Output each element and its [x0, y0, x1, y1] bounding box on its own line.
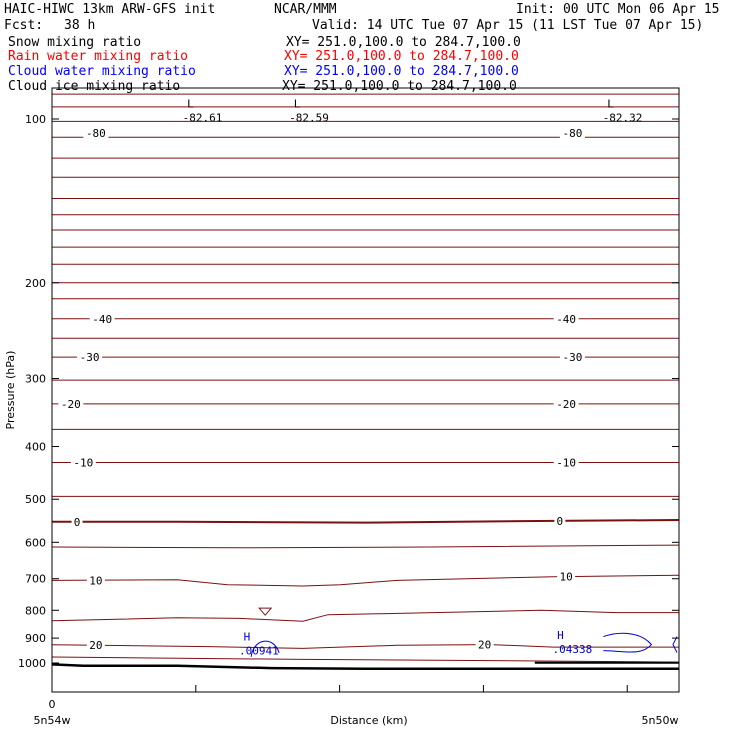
contour-label: -40 [92, 313, 112, 326]
extremum-type: H [557, 629, 564, 642]
contour-label: -10 [556, 457, 576, 470]
contour-label: 10 [560, 571, 573, 584]
field-xy-cloudwater: XY= 251.0,100.0 to 284.7,100.0 [284, 64, 519, 79]
x-left-label: 5n54w [34, 714, 71, 727]
contour-line [51, 544, 680, 549]
cloud-water-contour [250, 640, 280, 657]
cloud-water-contour [672, 636, 678, 653]
contour-label: 20 [89, 639, 102, 652]
contour-label-bg [86, 574, 105, 587]
extremum-type: L [187, 98, 194, 111]
contour-label: -20 [61, 398, 81, 411]
cloud-water-contour [603, 632, 653, 653]
contour-label-bg [70, 456, 96, 469]
contour-label: 10 [89, 574, 102, 587]
contour-label: -80 [562, 127, 582, 140]
extremum-type: H [244, 631, 251, 644]
field-xy-cloudice: XY= 251.0,100.0 to 284.7,100.0 [282, 79, 517, 94]
extremum-type: L [607, 98, 614, 111]
field-xy-rain: XY= 251.0,100.0 to 284.7,100.0 [284, 49, 519, 64]
contour-label-bg [71, 515, 83, 528]
contour-label-bg [553, 456, 579, 469]
contour-label-bg [77, 351, 103, 364]
extremum-value: .04338 [553, 643, 593, 656]
field-name-rain: Rain water mixing ratio [8, 49, 189, 64]
contour-label-bg [83, 126, 109, 139]
extremum-value: -82.32 [603, 112, 643, 125]
contour-label: -10 [73, 457, 93, 470]
contour-label: 20 [478, 639, 491, 652]
contour-label-bg [475, 638, 494, 651]
contour-labels: -80 -80 -40 -40 -30 -30 -20 -20 -10 -10 0 0 10 10 20 20 [58, 126, 585, 652]
contour-line [51, 656, 680, 663]
terrain-line [51, 661, 679, 671]
contour-label: -30 [80, 351, 100, 364]
extremum-type: L [294, 98, 301, 111]
contour-label-bg [58, 397, 84, 410]
contour-lines [51, 93, 680, 663]
contour-label: 0 [74, 516, 81, 529]
field-xy-snow: XY= 251.0,100.0 to 284.7,100.0 [286, 35, 521, 50]
contour-label-bg [559, 126, 585, 139]
contour-line [51, 609, 679, 622]
x-zero-label: 0 [49, 698, 56, 711]
y-tick-label: 1000 [18, 657, 46, 670]
extremum-value: .00941 [239, 645, 279, 658]
contour-label: -20 [556, 398, 576, 411]
plot-frame [51, 87, 680, 693]
contour-label-bg [89, 312, 115, 325]
field-name-snow: Snow mixing ratio [8, 35, 142, 50]
y-tick-label: 200 [25, 277, 46, 290]
y-tick-label: 700 [25, 573, 46, 586]
contour-label: -40 [556, 313, 576, 326]
contour-line-zero [52, 519, 680, 524]
y-tick-label: 100 [25, 113, 46, 126]
contour-triangle [258, 607, 273, 616]
fcst-value: 38 h [64, 18, 96, 33]
y-tick-label: 600 [25, 536, 46, 549]
y-tick-label: 400 [25, 441, 46, 454]
y-axis-label: Pressure (hPa) [4, 351, 17, 430]
x-axis-ticks [51, 685, 628, 692]
fcst-label: Fcst: [4, 18, 44, 33]
valid-time: Valid: 14 UTC Tue 07 Apr 15 (11 LST Tue … [312, 18, 704, 33]
y-tick-label: 300 [25, 373, 46, 386]
y-tick-label: 800 [25, 604, 46, 617]
contour-label-bg [557, 570, 576, 583]
contour-label-bg [554, 514, 566, 527]
contour-line [51, 574, 680, 587]
cloud-water-contours [250, 632, 678, 657]
org-label: NCAR/MMM [274, 2, 337, 17]
contour-label-bg [559, 351, 585, 364]
contour-label: -80 [86, 127, 106, 140]
y-tick-label: 900 [25, 632, 46, 645]
y-tick-label: 500 [25, 493, 46, 506]
field-name-cloudice: Cloud ice mixing ratio [8, 79, 181, 94]
contour-line [51, 644, 679, 649]
extremum-value: -82.59 [289, 112, 329, 125]
extremum-value: -82.61 [183, 112, 223, 125]
init-time: Init: 00 UTC Mon 06 Apr 15 [516, 2, 720, 17]
terrain-surface [51, 663, 679, 671]
contour-label-bg [553, 397, 579, 410]
model-title: HAIC-HIWC 13km ARW-GFS init [4, 2, 216, 17]
contour-label-bg [86, 639, 105, 652]
x-axis-label: Distance (km) [330, 714, 407, 727]
x-right-label: 5n50w [642, 714, 679, 727]
contour-label: 0 [557, 515, 564, 528]
contour-label: -30 [562, 351, 582, 364]
field-name-cloudwater: Cloud water mixing ratio [8, 64, 196, 79]
contour-label-bg [553, 312, 579, 325]
